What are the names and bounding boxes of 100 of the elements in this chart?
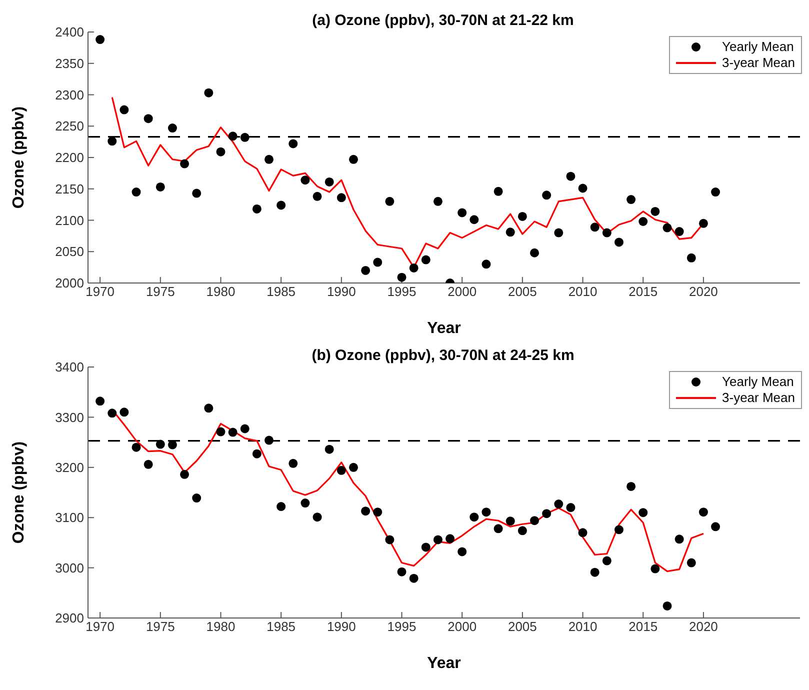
- legend-label: Yearly Mean: [722, 39, 794, 55]
- point: [446, 534, 455, 544]
- y-tick-label: 2900: [55, 610, 84, 626]
- point: [614, 238, 624, 247]
- y-tick-label: 2250: [55, 118, 84, 134]
- point: [324, 177, 334, 186]
- point: [698, 218, 708, 228]
- y-tick-label: 3100: [55, 510, 84, 526]
- point: [650, 206, 660, 216]
- point: [626, 195, 636, 204]
- point: [132, 188, 141, 197]
- x-tick-label: 1995: [387, 619, 416, 634]
- point: [554, 500, 564, 509]
- x-tick-label: 2020: [688, 284, 718, 300]
- point: [458, 547, 467, 556]
- point: [336, 193, 346, 202]
- point: [312, 512, 322, 522]
- point: [300, 176, 310, 185]
- legend-label: 3-year Mean: [722, 55, 795, 71]
- x-tick-label: 2020: [688, 619, 718, 634]
- point: [433, 535, 442, 544]
- point: [240, 424, 250, 434]
- point: [482, 260, 491, 269]
- point: [470, 512, 479, 522]
- point: [216, 427, 226, 436]
- point: [204, 404, 214, 413]
- y-tick-label: 3200: [55, 460, 84, 476]
- point: [228, 132, 238, 141]
- y-tick-label: 2050: [55, 244, 84, 260]
- point: [192, 494, 202, 503]
- point: [132, 442, 141, 452]
- point: [662, 223, 672, 232]
- point: [108, 408, 117, 418]
- point: [506, 516, 515, 526]
- y-tick-label: 2400: [55, 24, 84, 40]
- x-tick-label: 2000: [448, 619, 477, 634]
- point: [554, 228, 564, 238]
- point: [674, 534, 684, 544]
- point: [494, 524, 503, 534]
- point: [144, 460, 153, 469]
- point: [397, 567, 406, 576]
- point: [397, 272, 406, 282]
- point: [385, 196, 394, 206]
- point: [108, 136, 117, 146]
- x-tick-label: 1975: [146, 619, 175, 634]
- point: [373, 258, 382, 267]
- point: [120, 105, 129, 114]
- point: [385, 535, 394, 544]
- x-tick-label: 1980: [206, 619, 236, 634]
- point: [711, 188, 720, 197]
- x-tick-label: 2000: [448, 284, 477, 300]
- point: [144, 114, 153, 124]
- y-axis-title: Ozone (ppbv): [10, 441, 28, 544]
- point: [252, 204, 262, 214]
- point: [674, 227, 684, 236]
- point: [288, 458, 298, 468]
- legend-label: Yearly Mean: [722, 374, 794, 390]
- point: [638, 217, 648, 226]
- point: [542, 190, 552, 200]
- point: [686, 558, 696, 568]
- point: [264, 154, 274, 164]
- x-tick-label: 2005: [508, 284, 537, 300]
- point: [216, 147, 226, 156]
- point: [312, 192, 322, 201]
- point: [288, 139, 298, 148]
- point: [348, 462, 358, 472]
- x-axis-title: Year: [427, 320, 461, 337]
- x-tick-label: 1990: [326, 619, 356, 634]
- x-tick-label: 1985: [266, 619, 296, 634]
- point: [409, 574, 418, 583]
- x-tick-label: 1990: [326, 284, 356, 300]
- point: [421, 255, 430, 264]
- x-tick-label: 1970: [86, 619, 115, 634]
- x-tick-label: 1970: [86, 284, 115, 300]
- y-tick-label: 3400: [55, 360, 84, 375]
- y-tick-label: 2300: [55, 87, 84, 102]
- x-axis-title: Year: [427, 655, 461, 672]
- x-tick-label: 2015: [628, 284, 658, 300]
- point: [638, 508, 648, 518]
- x-tick-label: 1975: [146, 284, 175, 300]
- x-tick-label: 2005: [508, 619, 537, 634]
- x-tick-label: 1995: [387, 284, 416, 300]
- point: [361, 506, 370, 516]
- point: [264, 436, 274, 445]
- x-tick-label: 2015: [628, 619, 658, 634]
- point: [421, 542, 430, 552]
- point: [168, 124, 177, 133]
- point: [602, 228, 612, 238]
- point: [542, 509, 552, 518]
- point: [662, 601, 672, 610]
- point: [518, 526, 527, 536]
- point: [482, 508, 491, 517]
- point: [698, 508, 708, 517]
- y-tick-label: 2100: [55, 212, 84, 228]
- point: [240, 132, 250, 142]
- point: [494, 186, 503, 196]
- x-tick-label: 1980: [206, 284, 236, 300]
- point: [373, 508, 382, 517]
- point: [470, 215, 479, 224]
- point: [96, 35, 105, 44]
